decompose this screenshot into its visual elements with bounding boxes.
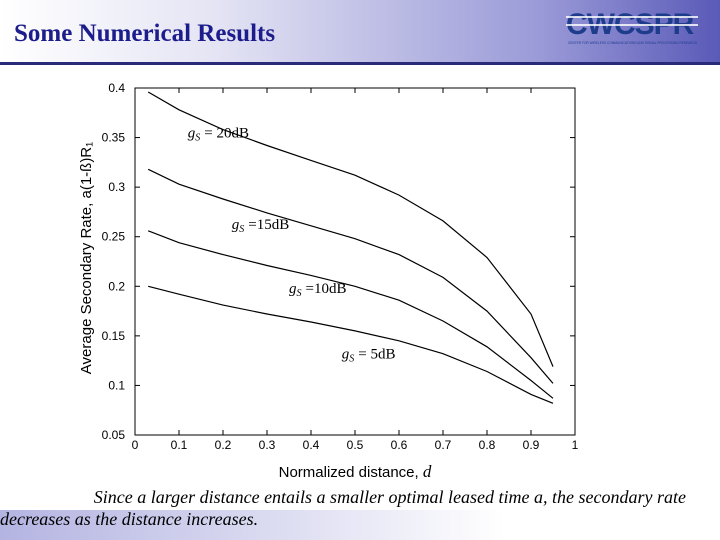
y-tick-label: 0.05 xyxy=(102,428,126,442)
x-tick-label: 0.7 xyxy=(435,438,452,452)
series-label-1: gS = 20dB xyxy=(188,126,249,144)
x-tick-label: 0.8 xyxy=(479,438,496,452)
header-band xyxy=(0,0,720,62)
x-tick-label: 1 xyxy=(572,438,579,452)
tick-labels: 0 0.1 0.2 0.3 0.4 0.5 0.6 0.7 0.8 0.9 1 0.05 0.1 0.15… xyxy=(102,81,579,452)
x-tick-label: 0 xyxy=(132,438,139,452)
y-tick-label: 0.3 xyxy=(108,180,125,194)
series-label-2: gS =15dB xyxy=(232,217,289,235)
y-axis-label: Average Secondary Rate, a(1-ß)R₁ xyxy=(78,142,95,374)
x-tick-label: 0.1 xyxy=(171,438,188,452)
slide-title: Some Numerical Results xyxy=(14,20,276,47)
x-tick-label: 0.5 xyxy=(347,438,364,452)
series-lines xyxy=(147,91,554,404)
cwcspr-logo: CWCSPR CENTER FOR WIRELESS COMMUNICATION… xyxy=(566,8,698,45)
x-tick-label: 0.2 xyxy=(215,438,232,452)
series-line-1 xyxy=(147,91,554,367)
series-label-3: gS =10dB xyxy=(289,281,346,299)
y-tick-label: 0.1 xyxy=(108,378,125,392)
y-tick-label: 0.35 xyxy=(102,131,126,145)
title-rule xyxy=(0,62,720,65)
series-line-4 xyxy=(148,285,554,404)
series-label-4: gS = 5dB xyxy=(342,347,396,365)
caption-line-1: Since a larger distance entails a smalle… xyxy=(93,487,686,507)
series-annotations: gS = 20dB gS =15dB gS =10dB gS = 5dB xyxy=(188,126,396,365)
caption-line-2: decreases as the distance increases. xyxy=(0,509,259,529)
y-tick-label: 0.15 xyxy=(102,329,126,343)
x-axis-label: Normalized distance, d xyxy=(279,462,432,481)
y-tick-label: 0.25 xyxy=(102,230,126,244)
series-line-3 xyxy=(147,230,554,399)
y-tick-label: 0.2 xyxy=(108,279,125,293)
x-tick-label: 0.4 xyxy=(303,438,320,452)
logo-subtext: CENTER FOR WIRELESS COMMUNICATIONS AND S… xyxy=(568,41,698,45)
y-tick-label: 0.4 xyxy=(108,81,125,95)
series-line-2 xyxy=(147,168,554,384)
axes xyxy=(134,87,576,436)
axis-labels: Normalized distance, d Average Secondary … xyxy=(78,142,432,481)
caption: Since a larger distance entails a smalle… xyxy=(0,486,720,530)
x-tick-label: 0.9 xyxy=(523,438,540,452)
x-tick-label: 0.3 xyxy=(259,438,276,452)
x-tick-label: 0.6 xyxy=(391,438,408,452)
